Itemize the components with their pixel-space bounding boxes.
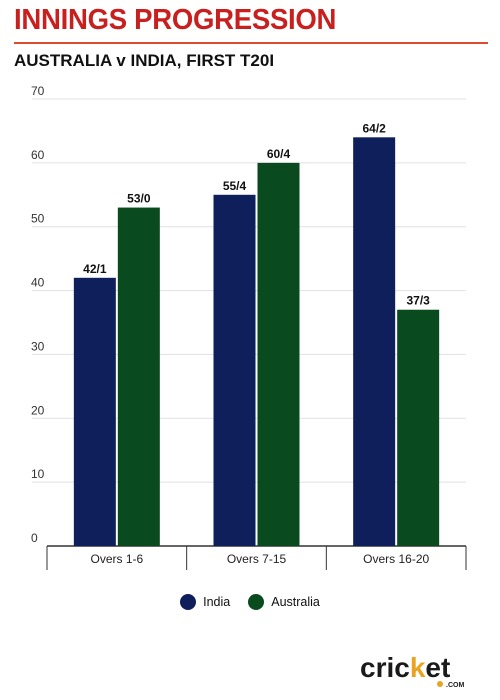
- bar-india: [213, 194, 256, 547]
- bar-australia: [117, 207, 160, 547]
- bar-australia: [397, 309, 440, 546]
- chart-subtitle: AUSTRALIA v INDIA, FIRST T20I: [14, 51, 275, 70]
- svg-text:cricket: cricket: [360, 652, 450, 683]
- logo-icon: cricket .COM: [360, 652, 464, 689]
- y-tick-label: 10: [31, 467, 45, 481]
- bar-chart: 0 10 20 30 40 50 60 70 42/1 53/0 Overs 1-6 55/4 60/4…: [31, 84, 467, 570]
- cricket-com-logo: cricket .COM: [360, 650, 490, 690]
- bar-india: [73, 277, 116, 546]
- bar-australia: [257, 162, 300, 546]
- y-tick-label: 40: [31, 276, 45, 290]
- chart-legend: India Australia: [0, 594, 500, 610]
- x-tick-label: Overs 16-20: [363, 552, 429, 566]
- y-tick-label: 50: [31, 212, 45, 226]
- chart-title: INNINGS PROGRESSION: [14, 4, 337, 36]
- australia-swatch-icon: [248, 594, 265, 610]
- x-tick-label: Overs 1-6: [90, 552, 143, 566]
- india-swatch-icon: [180, 594, 197, 610]
- title-divider: [14, 42, 488, 44]
- y-tick-label: 30: [31, 339, 45, 353]
- data-label: 37/3: [406, 294, 430, 308]
- data-label: 53/0: [127, 192, 151, 206]
- y-tick-label: 0: [31, 531, 38, 545]
- data-label: 64/2: [362, 121, 386, 135]
- legend-label-australia: Australia: [271, 595, 320, 609]
- bar-india: [353, 137, 396, 547]
- y-tick-label: 60: [31, 148, 45, 162]
- data-label: 55/4: [223, 179, 247, 193]
- data-label: 42/1: [83, 262, 107, 276]
- legend-item-australia: Australia: [248, 594, 320, 610]
- y-tick-label: 70: [31, 84, 45, 98]
- legend-label-india: India: [203, 595, 231, 609]
- legend-item-india: India: [180, 594, 230, 610]
- y-tick-label: 20: [31, 403, 45, 417]
- svg-text:.COM: .COM: [446, 682, 464, 689]
- x-tick-label: Overs 7-15: [227, 552, 287, 566]
- data-label: 60/4: [267, 147, 291, 161]
